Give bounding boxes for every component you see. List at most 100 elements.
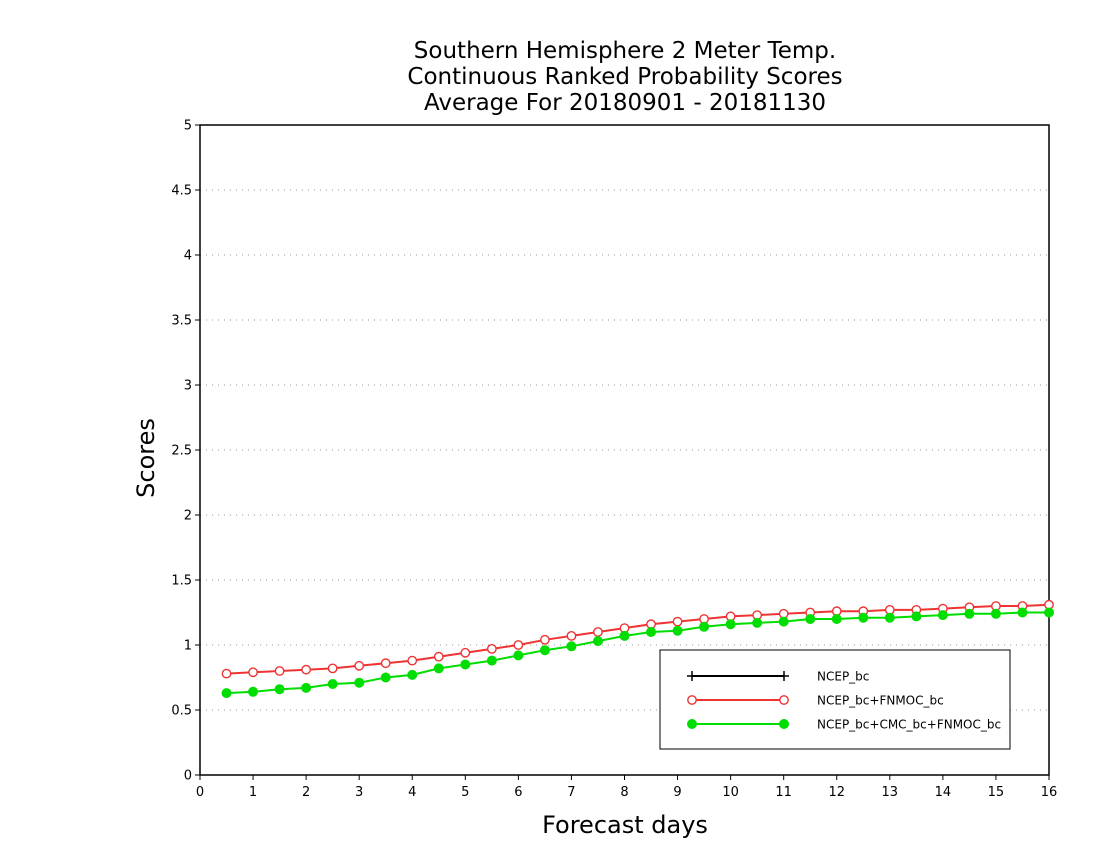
legend-marker xyxy=(779,719,789,729)
data-point xyxy=(539,645,550,656)
chart-title-line-1: Southern Hemisphere 2 Meter Temp. xyxy=(414,38,836,64)
data-point xyxy=(327,679,338,689)
y-tick-label: 5 xyxy=(184,119,192,134)
data-point xyxy=(486,644,497,654)
x-axis-ticks: 0 1 2 3 4 5 6 7 8 9 10 11 12 13 14 15 16 xyxy=(196,775,1057,800)
data-point xyxy=(248,667,258,678)
data-point xyxy=(911,611,922,622)
data-point xyxy=(593,627,603,637)
data-point xyxy=(964,608,975,619)
data-point xyxy=(354,660,365,671)
legend-entry: NCEP_bc+FNMOC_bc xyxy=(687,694,944,708)
x-tick-label: 5 xyxy=(461,785,469,800)
data-point xyxy=(858,612,869,623)
data-point xyxy=(513,650,524,661)
series-layer xyxy=(221,599,1054,699)
legend-label: NCEP_bc+FNMOC_bc xyxy=(817,694,944,708)
legend-entry: NCEP_bc+CMC_bc+FNMOC_bc xyxy=(687,718,1001,732)
legend-marker xyxy=(687,671,697,681)
data-point xyxy=(566,631,577,641)
y-tick-label: 0 xyxy=(184,769,192,784)
x-tick-label: 12 xyxy=(828,785,845,800)
x-tick-label: 6 xyxy=(514,785,522,800)
data-point xyxy=(354,677,365,688)
chart-title-line-3: Average For 20180901 - 20181130 xyxy=(424,90,826,116)
x-tick-label: 10 xyxy=(722,785,739,800)
legend: NCEP_bc NCEP_bc+FNMOC_bc NCEP_bc+CMC_bc+FN… xyxy=(659,649,1011,750)
y-tick-label: 4 xyxy=(184,249,192,264)
x-tick-label: 11 xyxy=(775,785,792,800)
x-tick-label: 3 xyxy=(355,785,363,800)
data-point xyxy=(380,672,391,683)
y-tick-label: 3 xyxy=(184,379,192,394)
data-point xyxy=(937,610,948,621)
data-point xyxy=(407,669,418,680)
y-tick-label: 1.5 xyxy=(171,574,192,589)
data-point xyxy=(221,668,232,679)
data-point xyxy=(513,640,524,650)
data-point xyxy=(805,614,816,624)
x-tick-label: 16 xyxy=(1041,785,1058,800)
data-point xyxy=(301,682,312,693)
data-point xyxy=(566,641,577,652)
data-point xyxy=(380,658,391,669)
data-point xyxy=(619,630,630,641)
legend-label: NCEP_bc+CMC_bc+FNMOC_bc xyxy=(817,718,1001,732)
x-axis-title: Forecast days xyxy=(542,811,708,839)
x-tick-label: 1 xyxy=(249,785,257,800)
x-tick-label: 9 xyxy=(673,785,681,800)
data-point xyxy=(433,651,444,662)
legend-marker xyxy=(779,671,789,681)
legend-marker xyxy=(687,719,697,729)
data-point xyxy=(274,666,285,676)
data-point xyxy=(248,686,259,697)
x-tick-label: 4 xyxy=(408,785,416,800)
data-point xyxy=(407,655,418,666)
data-point xyxy=(540,634,550,645)
y-tick-label: 0.5 xyxy=(171,704,192,719)
legend-marker xyxy=(779,695,789,705)
data-point xyxy=(592,636,603,647)
data-point xyxy=(884,612,895,623)
x-tick-label: 2 xyxy=(302,785,310,800)
data-point xyxy=(221,688,232,699)
data-point xyxy=(646,627,657,637)
data-point xyxy=(327,663,338,674)
y-tick-label: 4.5 xyxy=(171,184,192,199)
chart-title: Southern Hemisphere 2 Meter Temp. Contin… xyxy=(407,38,842,116)
data-point xyxy=(274,684,285,695)
data-point xyxy=(486,655,497,666)
data-point xyxy=(752,617,763,628)
data-point xyxy=(778,616,789,627)
y-tick-label: 2.5 xyxy=(171,444,192,459)
data-point xyxy=(672,616,683,627)
x-tick-label: 14 xyxy=(935,785,952,800)
data-point xyxy=(1017,607,1028,618)
x-tick-label: 15 xyxy=(988,785,1005,800)
data-point xyxy=(831,614,842,624)
legend-entry: NCEP_bc xyxy=(687,670,869,684)
data-point xyxy=(990,608,1001,619)
data-point xyxy=(672,625,683,636)
chart-title-line-2: Continuous Ranked Probability Scores xyxy=(407,64,842,90)
series-2 xyxy=(221,607,1054,699)
legend-marker xyxy=(687,695,697,705)
data-point xyxy=(1044,607,1054,618)
y-tick-label: 3.5 xyxy=(171,314,192,329)
data-point xyxy=(699,621,710,632)
data-point xyxy=(301,664,312,675)
legend-label: NCEP_bc xyxy=(817,670,869,684)
data-point xyxy=(460,659,471,670)
y-tick-label: 1 xyxy=(184,639,192,654)
y-axis-ticks: 0 0.5 1 1.5 2 2.5 3 3.5 4 4.5 5 xyxy=(171,119,200,784)
data-point xyxy=(460,647,471,658)
data-point xyxy=(433,663,444,674)
x-tick-label: 0 xyxy=(196,785,204,800)
x-tick-label: 7 xyxy=(567,785,575,800)
x-tick-label: 8 xyxy=(620,785,628,800)
y-tick-label: 2 xyxy=(184,509,192,524)
data-point xyxy=(725,619,736,630)
y-axis-title: Scores xyxy=(132,418,160,498)
x-tick-label: 13 xyxy=(882,785,899,800)
